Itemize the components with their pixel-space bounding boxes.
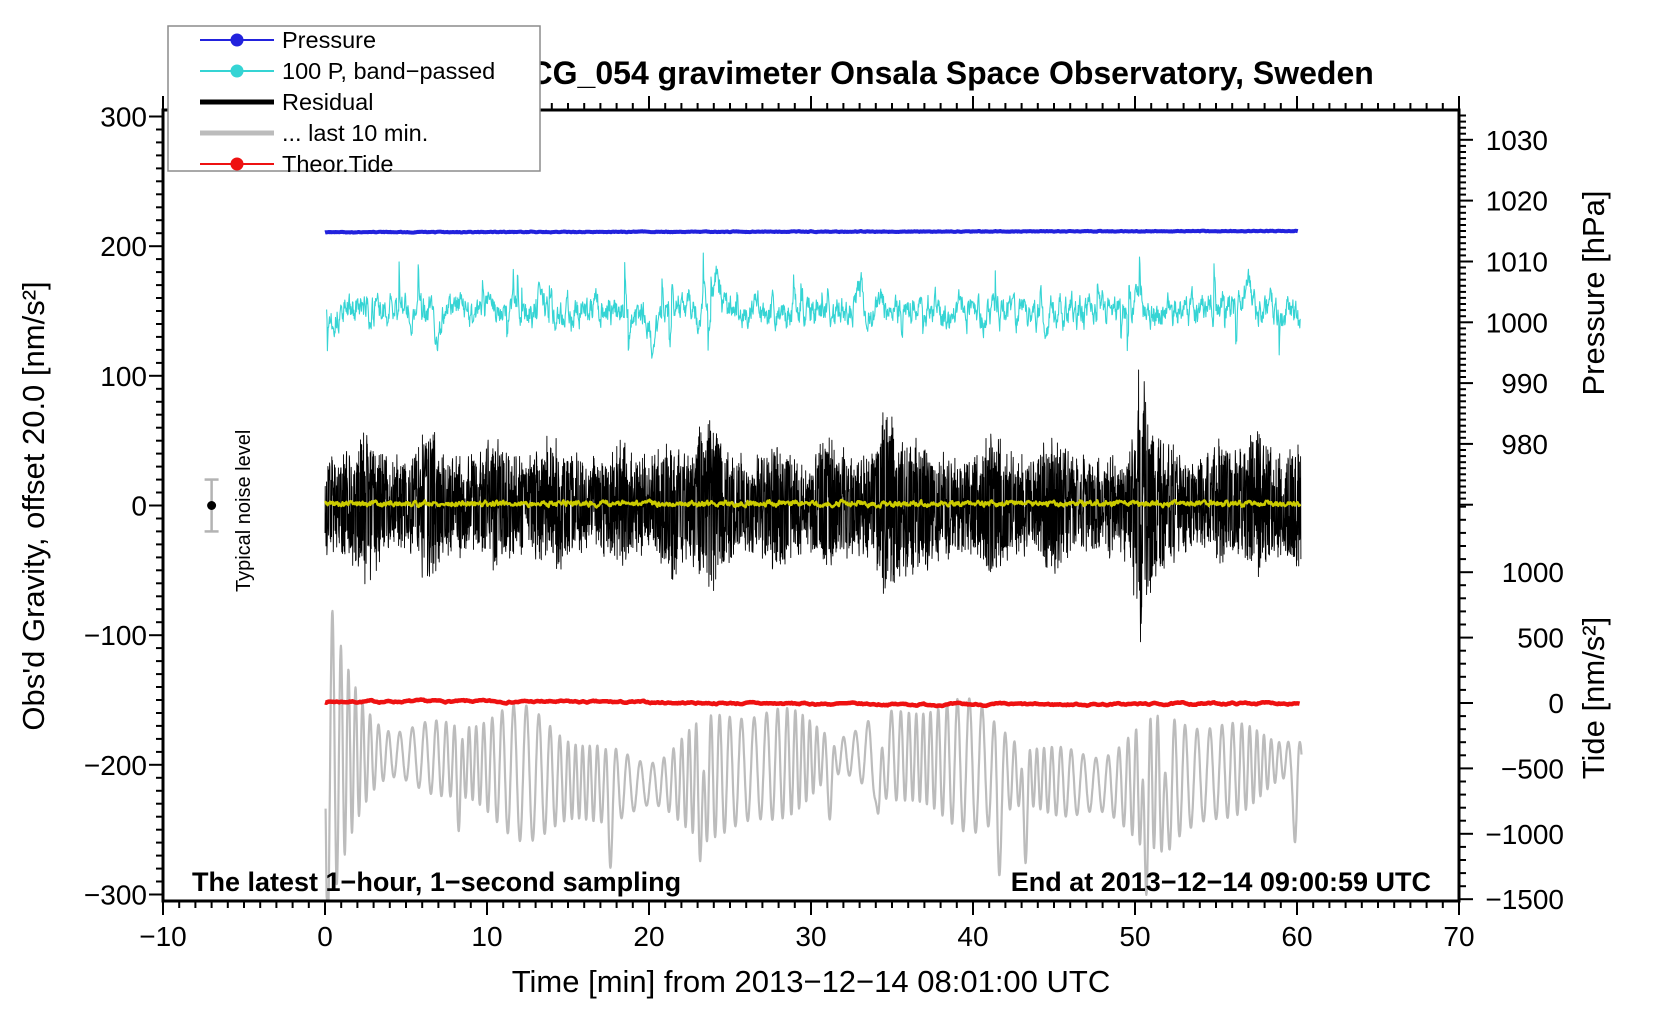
legend-sample-dot <box>230 157 244 171</box>
x-axis-label: Time [min] from 2013−12−14 08:01:00 UTC <box>512 964 1111 999</box>
x-tick-label: 60 <box>1281 921 1312 952</box>
pressure-tick-label: 1010 <box>1486 247 1548 278</box>
series-pressure-line <box>323 228 1299 235</box>
data-series <box>323 228 1303 901</box>
legend-box <box>167 25 541 172</box>
noise-level-label: Typical noise level <box>233 430 255 592</box>
gravity-tick-label: 100 <box>100 361 147 392</box>
legend: Pressure 100 P, band−passed Residual ... la… <box>167 25 541 177</box>
tide-axis-label: Tide [nm/s²] <box>1576 617 1611 780</box>
legend-sample-dot <box>230 33 244 47</box>
gravity-tick-label: −100 <box>84 620 147 651</box>
tide-tick-label: −500 <box>1501 753 1564 784</box>
tide-tick-label: 500 <box>1517 623 1564 654</box>
legend-label: ... last 10 min. <box>282 120 428 146</box>
gravity-tick-label: 200 <box>100 231 147 262</box>
x-tick-label: 50 <box>1119 921 1150 952</box>
noise-marker-dot <box>207 501 217 510</box>
x-tick-label: 0 <box>317 921 333 952</box>
tide-tick-label: 1000 <box>1502 557 1564 588</box>
pressure-tick-label: 1000 <box>1486 307 1548 338</box>
gravity-tick-label: 0 <box>131 491 147 522</box>
pressure-axis-label: Pressure [hPa] <box>1576 190 1611 395</box>
x-tick-label: 40 <box>957 921 988 952</box>
legend-label: Theor.Tide <box>282 151 393 177</box>
x-tick-label: 30 <box>795 921 826 952</box>
tide-tick-label: −1000 <box>1485 819 1564 850</box>
noise-level-marker <box>204 478 219 533</box>
series-theor-tide-line <box>324 697 1301 709</box>
annotation-sampling-info: The latest 1−hour, 1−second sampling <box>192 867 681 897</box>
x-tick-label: 20 <box>633 921 664 952</box>
gravity-tick-label: 300 <box>100 102 147 133</box>
pressure-tick-label: 1020 <box>1486 186 1548 217</box>
legend-label: Pressure <box>282 27 376 53</box>
annotation-end-time: End at 2013−12−14 09:00:59 UTC <box>1011 867 1431 897</box>
series-band-passed-line <box>326 252 1301 359</box>
tide-tick-label: −1500 <box>1485 884 1564 915</box>
axes: −10 0 10 20 30 40 50 60 703002001000−100−200−300… <box>84 96 1564 952</box>
pressure-tick-label: 1030 <box>1486 125 1548 156</box>
x-tick-label: 70 <box>1443 921 1474 952</box>
x-tick-label: −10 <box>139 921 187 952</box>
plot-frame <box>161 108 1461 903</box>
gravity-tick-label: −200 <box>84 750 147 781</box>
series-residual-smoothed-line <box>324 498 1302 509</box>
series-residual-line <box>324 369 1302 643</box>
legend-sample-dot <box>230 64 244 78</box>
pressure-tick-label: 990 <box>1501 368 1548 399</box>
legend-label: 100 P, band−passed <box>282 58 495 84</box>
legend-label: Residual <box>282 89 373 115</box>
x-tick-label: 10 <box>471 921 502 952</box>
gravity-tick-label: −300 <box>84 880 147 911</box>
chart-title: SCG_054 gravimeter Onsala Space Observat… <box>508 55 1374 91</box>
pressure-tick-label: 980 <box>1501 429 1548 460</box>
series-last-10-min-line <box>324 609 1303 901</box>
tide-tick-label: 0 <box>1548 688 1564 719</box>
gravity-axis-label: Obs'd Gravity, offset 20.0 [nm/s²] <box>16 281 51 730</box>
